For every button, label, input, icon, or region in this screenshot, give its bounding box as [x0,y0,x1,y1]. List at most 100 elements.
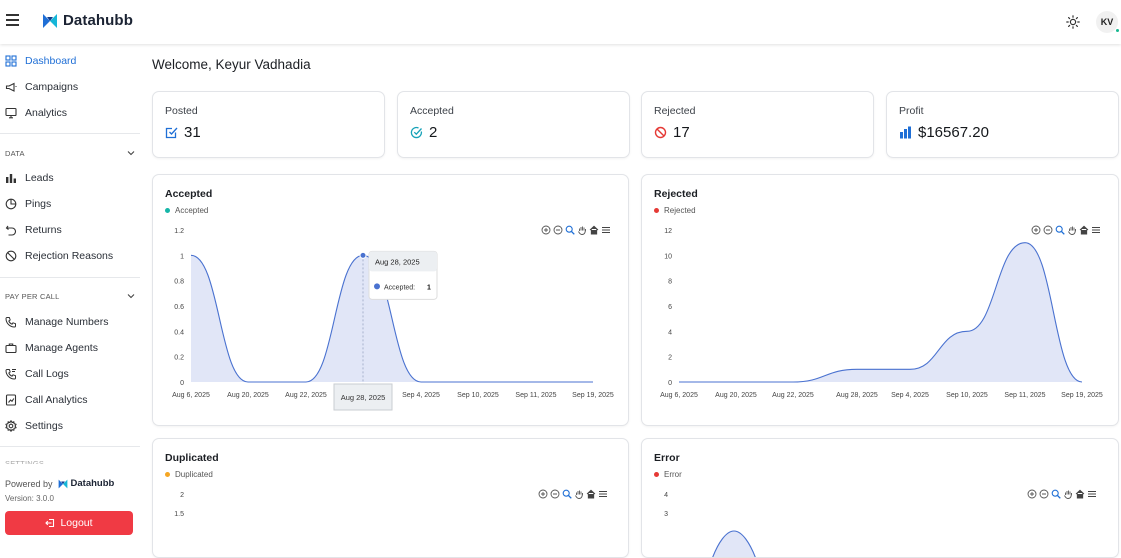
pie-chart-icon [5,198,17,210]
sidebar-item-pings[interactable]: Pings [0,192,140,216]
legend-dot [165,208,170,213]
magnifier-icon[interactable] [565,225,575,235]
chart-toolbar [541,225,611,235]
chart-title: Duplicated [165,452,219,464]
chart-plot: 12 10 8 6 4 2 0 Aug 6, 2025 Aug 20, 2025 Aug 22, … [660,228,1103,399]
pan-hand-icon[interactable] [1063,489,1073,499]
y-tick-label: 0.8 [174,279,184,286]
sidebar-item-label: Call Analytics [25,394,88,406]
home-icon[interactable] [586,489,596,499]
highlighted-point[interactable] [359,251,367,259]
magnifier-icon[interactable] [1055,225,1065,235]
chart-legend[interactable]: Accepted [165,206,208,215]
sidebar-item-campaigns[interactable]: Campaigns [0,75,140,99]
sidebar-item-label: Leads [25,172,54,184]
chart-legend[interactable]: Duplicated [165,470,213,479]
theme-toggle-sun-icon[interactable] [1066,15,1080,29]
chart-title: Rejected [654,188,698,200]
app-logo[interactable]: Datahubb [42,12,133,29]
series-area [679,242,1082,382]
stat-label: Profit [899,105,924,117]
stat-label: Posted [165,105,198,117]
magnifier-icon[interactable] [1051,489,1061,499]
tooltip-date: Aug 28, 2025 [375,257,420,266]
legend-label: Duplicated [175,470,213,479]
home-icon[interactable] [589,225,599,235]
zoom-out-icon[interactable] [1043,225,1053,235]
pan-hand-icon[interactable] [577,225,587,235]
top-bar: Datahubb KV [0,0,1121,44]
sidebar-item-label: Dashboard [25,55,77,67]
sidebar-item-label: Returns [25,224,62,236]
stat-value: 31 [184,124,201,141]
stat-card-accepted: Accepted 2 [397,91,630,158]
sidebar-item-manage-numbers[interactable]: Manage Numbers [0,310,140,334]
zoom-in-icon[interactable] [541,225,551,235]
home-icon[interactable] [1079,225,1089,235]
y-tick-label: 0 [668,380,672,387]
sidebar-section-data[interactable]: DATA [5,146,135,160]
menu-icon[interactable] [1087,489,1097,499]
app-name: Datahubb [63,12,133,29]
sidebar-section-pay-per-call[interactable]: PAY PER CALL [5,289,135,303]
powered-by: Powered by Datahubb [5,478,114,489]
y-tick-label: 8 [668,279,672,286]
chart-toolbar [1031,225,1101,235]
chevron-down-icon [127,151,135,156]
menu-icon[interactable] [598,489,608,499]
stat-value: 2 [429,124,438,141]
user-avatar[interactable]: KV [1096,11,1120,33]
powered-by-logo: Datahubb [58,478,114,489]
chart-toolbar [538,489,608,499]
y-tick-label: 1 [180,253,184,260]
sidebar-item-leads[interactable]: Leads [0,166,140,190]
sidebar-item-analytics[interactable]: Analytics [0,101,140,125]
y-tick-label: 12 [664,228,672,235]
sidebar-section-settings[interactable]: SETTINGS [5,458,135,468]
monitor-icon [5,107,17,119]
sidebar-divider [0,446,140,447]
zoom-out-icon[interactable] [550,489,560,499]
magnifier-icon[interactable] [562,489,572,499]
chart-card-duplicated: Duplicated Duplicated 2 1.5 [152,438,629,558]
crosshair-x-label: Aug 28, 2025 [333,383,393,411]
datahubb-logo-icon [58,479,67,488]
menu-icon[interactable] [1091,225,1101,235]
y-tick-label: 1.5 [174,511,184,518]
x-tick-label: Sep 19, 2025 [572,392,614,399]
chart-legend[interactable]: Rejected [654,206,696,215]
y-tick-label: 3 [664,511,668,518]
logout-button[interactable]: Logout [5,511,133,535]
hamburger-menu-icon[interactable] [6,14,19,26]
chart-toolbar [1027,489,1097,499]
home-icon[interactable] [1075,489,1085,499]
sidebar-item-manage-agents[interactable]: Manage Agents [0,336,140,360]
zoom-in-icon[interactable] [538,489,548,499]
sidebar-item-rejection-reasons[interactable]: Rejection Reasons [0,244,140,268]
dashboard-icon [5,55,17,67]
stat-card-profit: Profit $16567.20 [886,91,1119,158]
zoom-out-icon[interactable] [553,225,563,235]
stat-value: $16567.20 [918,124,989,141]
menu-icon[interactable] [601,225,611,235]
legend-dot [165,472,170,477]
sidebar-item-call-analytics[interactable]: Call Analytics [0,388,140,412]
sidebar-item-settings[interactable]: Settings [0,414,140,438]
chart-doc-icon [5,394,17,406]
sidebar-item-dashboard[interactable]: Dashboard [0,49,140,73]
gear-icon [5,420,17,432]
stat-value: 17 [673,124,690,141]
pan-hand-icon[interactable] [574,489,584,499]
sidebar-item-returns[interactable]: Returns [0,218,140,242]
pan-hand-icon[interactable] [1067,225,1077,235]
chart-legend[interactable]: Error [654,470,682,479]
chart-title: Error [654,452,680,464]
megaphone-icon [5,82,17,92]
sidebar-item-label: Settings [25,420,63,432]
sidebar-item-call-logs[interactable]: Call Logs [0,362,140,386]
zoom-in-icon[interactable] [1027,489,1037,499]
zoom-in-icon[interactable] [1031,225,1041,235]
chart-card-accepted: Accepted Accepted 1.2 1 0.8 0.6 0.4 0.2 0 Aug 6… [152,174,629,426]
zoom-out-icon[interactable] [1039,489,1049,499]
